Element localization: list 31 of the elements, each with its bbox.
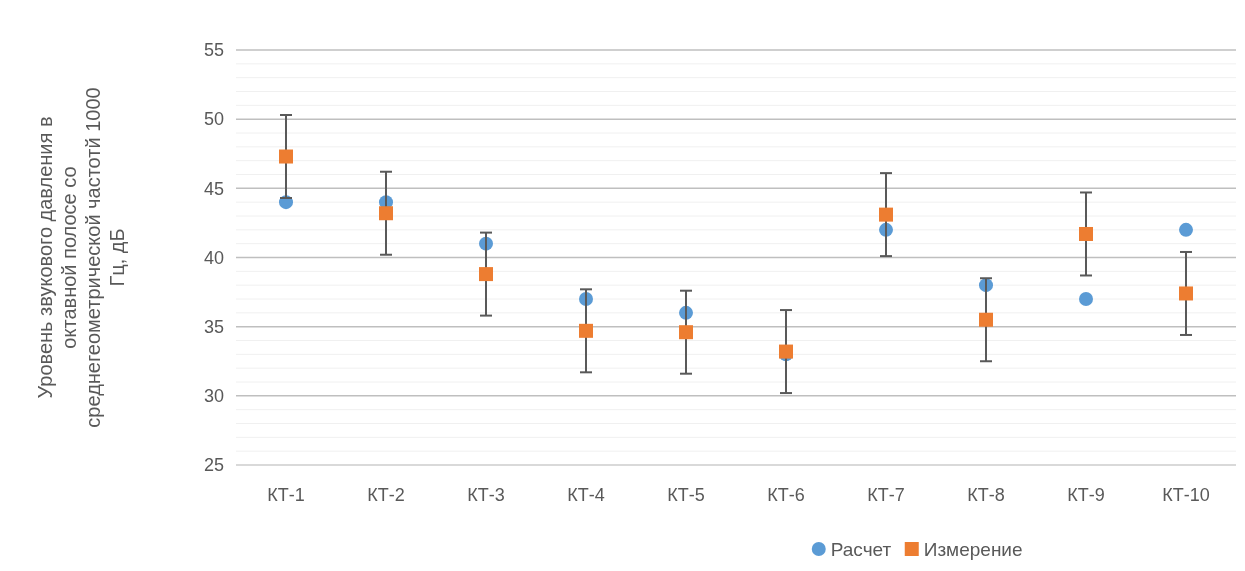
- point: [1079, 292, 1093, 306]
- y-axis-title: Уровень звукового давления в октавной полосе со среднегеометрической частотй 1000 Гц, дБ: [34, 87, 128, 428]
- point: [1079, 226, 1093, 241]
- y-tick-label: 55: [203, 40, 224, 61]
- x-tick-label: КТ-8: [967, 485, 1005, 505]
- point: [1179, 222, 1193, 237]
- x-tick-label: КТ-6: [767, 485, 805, 505]
- point: [679, 325, 693, 340]
- legend-label: Расчет: [830, 538, 892, 560]
- point: [279, 149, 293, 164]
- x-tick-label: КТ-1: [267, 485, 305, 505]
- x-tick-label: КТ-3: [467, 485, 505, 505]
- y-tick-label: 30: [203, 386, 224, 407]
- point: [479, 267, 493, 282]
- point: [1179, 286, 1193, 301]
- x-tick-label: КТ-5: [667, 485, 705, 505]
- x-tick-label: КТ-2: [367, 485, 405, 505]
- x-tick-label: КТ-4: [567, 485, 605, 505]
- point: [379, 206, 393, 221]
- x-tick-label: КТ-10: [1162, 485, 1210, 505]
- point: [579, 323, 593, 338]
- x-tick-label: КТ-7: [867, 485, 905, 505]
- x-tick-label: КТ-9: [1067, 485, 1105, 505]
- point: [979, 312, 993, 327]
- y-tick-label: 50: [203, 109, 224, 130]
- point: [879, 207, 893, 222]
- y-tick-label: 45: [203, 178, 224, 199]
- y-tick-label: 40: [203, 247, 224, 268]
- legend-label: Измерение: [923, 538, 1023, 560]
- y-tick-label: 25: [203, 455, 224, 476]
- y-tick-label: 35: [203, 316, 224, 337]
